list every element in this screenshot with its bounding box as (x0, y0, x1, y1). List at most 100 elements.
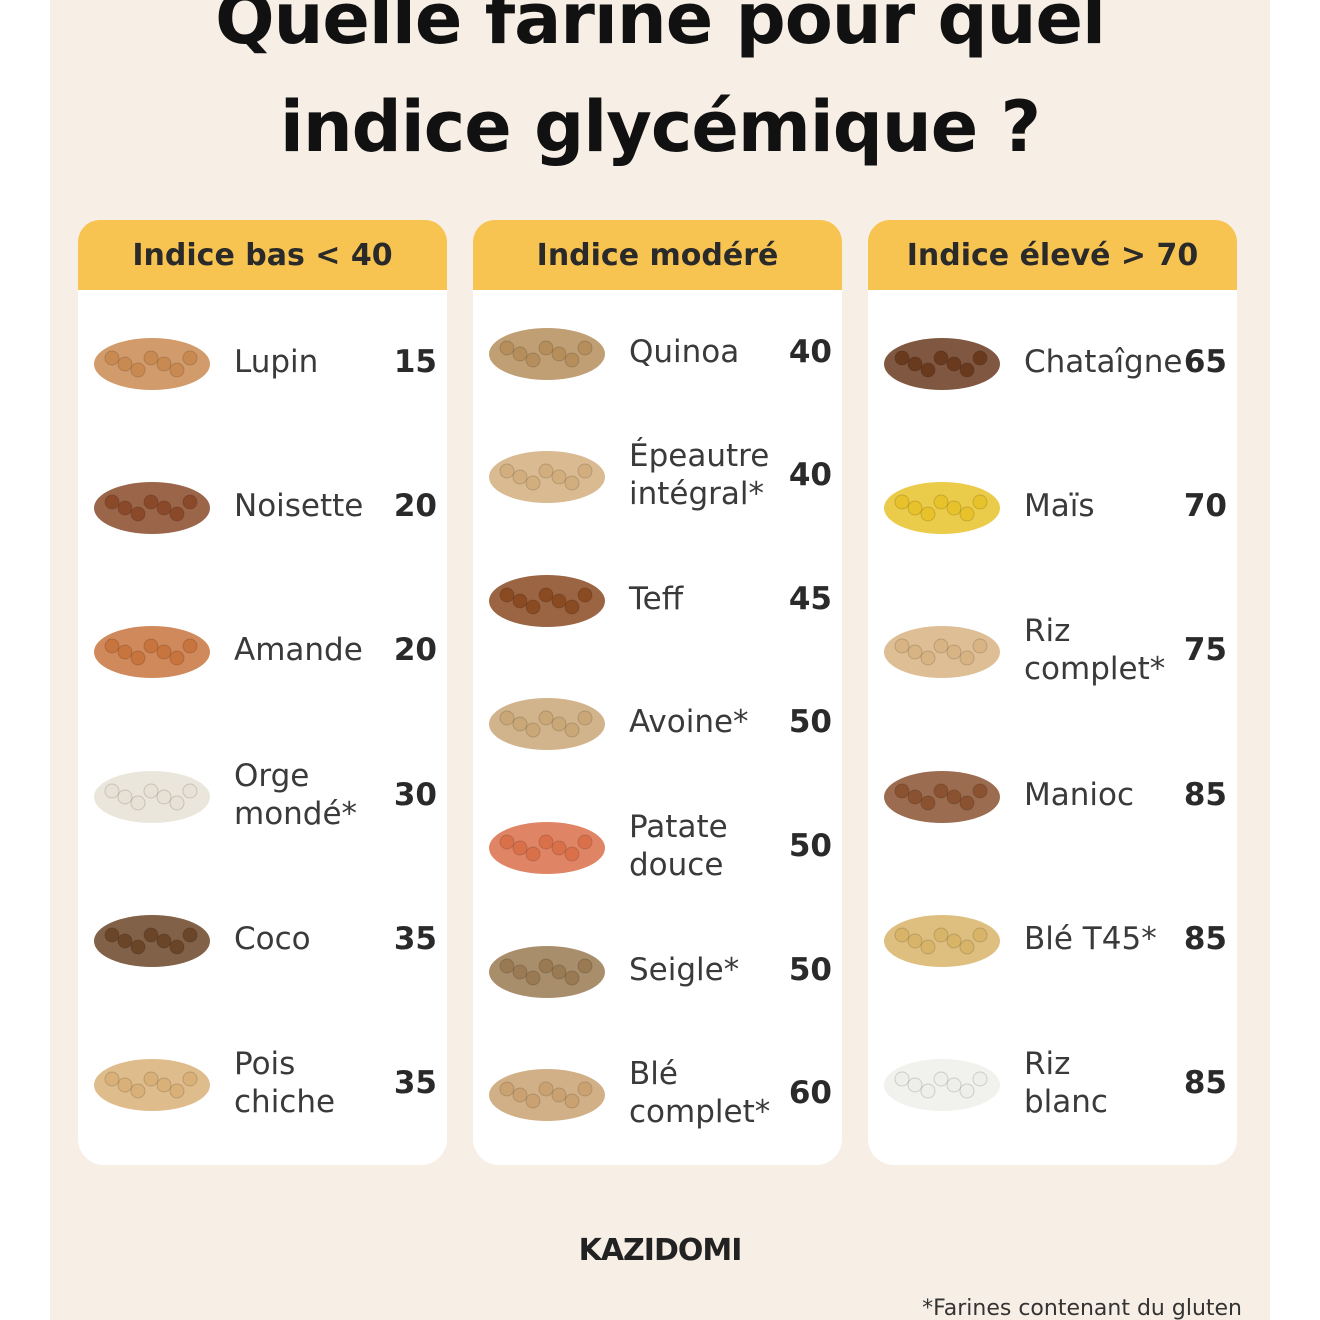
food-grain (933, 927, 949, 943)
food-grain (551, 469, 567, 485)
item-row: Pois chiche 35 (78, 1028, 447, 1138)
column: Indice élevé > 70 Chataîgne 65 Maïs 70 Riz com… (868, 220, 1237, 1165)
item-row: Noisette 20 (78, 451, 447, 561)
food-image (489, 945, 605, 998)
item-value: 60 (788, 1075, 832, 1112)
item-name-line: Épeautre (629, 438, 770, 475)
food-grain (117, 644, 133, 660)
food-grain (169, 939, 185, 955)
title-line: indice glycémique ? (279, 86, 1041, 168)
column-card: Quinoa 40 Épeautre intégral* 40 Teff 45 Avoine*… (473, 290, 842, 1165)
item-name: Épeautre intégral* (629, 437, 772, 513)
food-grain (538, 340, 554, 356)
food-grain (525, 1093, 541, 1109)
item-name-line: Quinoa (629, 333, 740, 370)
food-grain (894, 638, 910, 654)
item-value: 75 (1183, 632, 1227, 669)
item-row: Seigle* 50 (473, 915, 842, 1025)
food-grain (894, 350, 910, 366)
item-name-line: Riz (1024, 613, 1071, 650)
food-grain (182, 350, 198, 366)
food-grain (169, 650, 185, 666)
food-grain (512, 346, 528, 362)
item-name-line: complet* (629, 1094, 771, 1131)
item-name: Teff (629, 580, 772, 618)
food-image (884, 338, 1000, 391)
food-grain (972, 1071, 988, 1087)
food-grain (907, 1077, 923, 1093)
food-grain (972, 638, 988, 654)
food-grain (512, 593, 528, 609)
food-grain (959, 506, 975, 522)
food-grain (577, 958, 593, 974)
item-name-line: douce (629, 847, 724, 884)
item-name-line: intégral* (629, 476, 765, 513)
item-value: 40 (788, 333, 832, 370)
food-grain (577, 340, 593, 356)
food-grain (169, 1083, 185, 1099)
food-grain (551, 1087, 567, 1103)
food-grain (933, 1071, 949, 1087)
item-value: 50 (788, 951, 832, 988)
food-grain (104, 783, 120, 799)
item-name: Patate douce (629, 808, 772, 884)
item-name: Seigle* (629, 951, 772, 989)
food-grain (946, 789, 962, 805)
item-name-line: Blé T45* (1024, 920, 1157, 957)
food-grain (117, 500, 133, 516)
food-grain (130, 795, 146, 811)
food-grain (959, 939, 975, 955)
food-grain (577, 587, 593, 603)
item-name-line: Seigle* (629, 951, 740, 988)
item-name-line: Riz (1024, 1045, 1071, 1082)
item-name: Avoine* (629, 703, 772, 741)
food-grain (525, 352, 541, 368)
food-grain (564, 475, 580, 491)
food-grain (130, 362, 146, 378)
food-grain (525, 722, 541, 738)
item-value: 15 (393, 344, 437, 381)
food-grain (972, 927, 988, 943)
food-grain (551, 346, 567, 362)
item-value: 70 (1183, 488, 1227, 525)
food-image (94, 914, 210, 967)
column-card: Lupin 15 Noisette 20 Amande 20 Orge mondé* 30 Coc… (78, 290, 447, 1165)
item-name: Riz blanc (1024, 1045, 1167, 1121)
food-grain (894, 1071, 910, 1087)
item-name: Blé T45* (1024, 920, 1167, 958)
item-name-line: blanc (1024, 1083, 1108, 1120)
food-grain (907, 500, 923, 516)
item-name-line: Chataîgne (1024, 344, 1183, 381)
food-grain (117, 789, 133, 805)
food-image (489, 698, 605, 751)
item-row: Patate douce 50 (473, 791, 842, 901)
food-grain (104, 927, 120, 943)
food-grain (564, 1093, 580, 1109)
food-grain (551, 964, 567, 980)
food-grain (499, 463, 515, 479)
item-row: Coco 35 (78, 884, 447, 994)
item-name-line: Orge (234, 757, 310, 794)
food-grain (512, 840, 528, 856)
item-name-line: Maïs (1024, 488, 1095, 525)
item-row: Épeautre intégral* 40 (473, 420, 842, 530)
item-value: 40 (788, 457, 832, 494)
column-header: Indice élevé > 70 (868, 220, 1237, 290)
food-grain (577, 463, 593, 479)
item-row: Quinoa 40 (473, 297, 842, 407)
food-grain (143, 1071, 159, 1087)
food-grain (538, 587, 554, 603)
item-value: 85 (1183, 1064, 1227, 1101)
item-name-line: Pois (234, 1045, 296, 1082)
item-value: 85 (1183, 776, 1227, 813)
food-image (489, 822, 605, 875)
item-value: 85 (1183, 920, 1227, 957)
food-grain (130, 506, 146, 522)
food-grain (907, 356, 923, 372)
food-grain (182, 927, 198, 943)
food-grain (156, 644, 172, 660)
item-row: Lupin 15 (78, 307, 447, 417)
item-row: Amande 20 (78, 595, 447, 705)
food-image (884, 482, 1000, 535)
